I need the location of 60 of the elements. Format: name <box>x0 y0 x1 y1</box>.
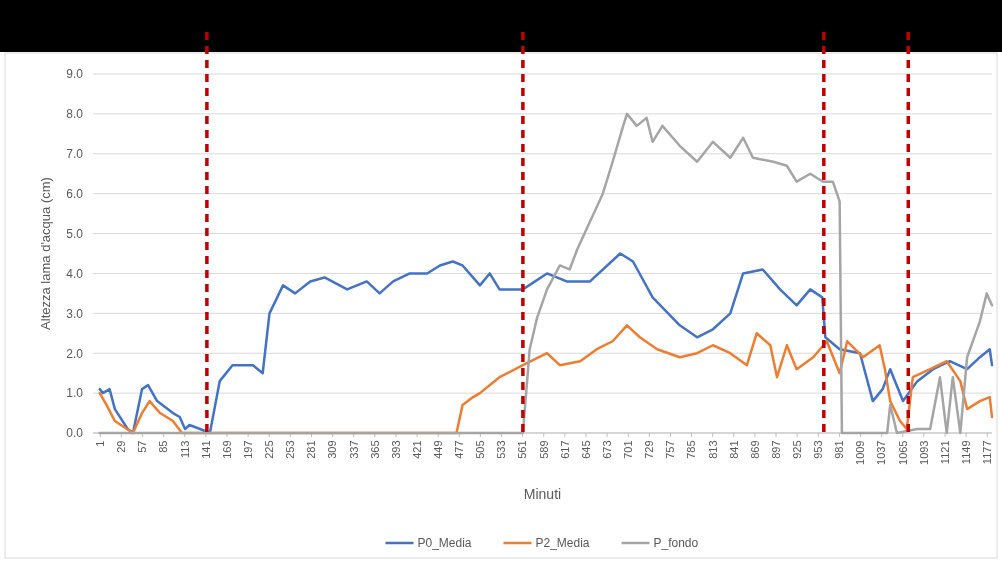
y-tick-label: 9.0 <box>66 67 84 82</box>
x-tick-label: 841 <box>727 440 740 459</box>
y-tick-label: 5.0 <box>66 226 84 241</box>
x-tick-label: 449 <box>432 440 445 459</box>
x-tick-label: 589 <box>537 440 550 459</box>
x-tick-label: 141 <box>199 440 212 459</box>
legend-label: P_fondo <box>653 536 699 550</box>
x-tick-label: 617 <box>558 440 571 459</box>
x-tick-label: 897 <box>769 440 782 459</box>
y-tick-label: 3.0 <box>66 306 84 321</box>
x-tick-label: 533 <box>495 440 508 459</box>
x-tick-label: 1 <box>94 440 107 447</box>
x-tick-label: 169 <box>220 440 233 459</box>
x-tick-label: 1093 <box>917 440 930 465</box>
legend-label: P2_Media <box>535 536 590 550</box>
x-axis-title: Minuti <box>523 486 562 502</box>
line-series <box>98 252 994 435</box>
x-tick-label: 757 <box>664 440 677 459</box>
y-tick-label: 4.0 <box>66 266 84 281</box>
x-tick-label: 337 <box>347 440 360 459</box>
legend-label: P0_Media <box>417 536 472 550</box>
x-tick-label: 393 <box>389 440 402 459</box>
x-tick-label: 421 <box>410 440 423 459</box>
x-tick-label: 701 <box>622 440 635 459</box>
x-tick-label: 1177 <box>981 440 994 465</box>
y-tick-label: 6.0 <box>66 187 84 202</box>
y-tick-label: 0.0 <box>66 426 84 441</box>
x-tick-label: 1009 <box>854 440 867 465</box>
x-tick-label: 281 <box>305 440 318 459</box>
y-tick-label: 7.0 <box>66 147 84 162</box>
x-tick-label: 477 <box>453 440 466 459</box>
line-series <box>98 112 994 435</box>
x-tick-label: 785 <box>685 440 698 459</box>
x-tick-label: 365 <box>368 440 381 459</box>
y-axis-title: Altezza lama d'acqua (cm) <box>38 177 53 330</box>
x-tick-label: 673 <box>600 440 613 459</box>
x-tick-label: 57 <box>136 440 149 453</box>
x-tick-label: 85 <box>157 440 170 453</box>
x-tick-label: 113 <box>178 440 191 459</box>
x-tick-label: 981 <box>833 440 846 459</box>
x-tick-label: 29 <box>115 440 128 453</box>
x-tick-label: 1065 <box>896 440 909 465</box>
x-tick-label: 869 <box>748 440 761 459</box>
x-tick-label: 1037 <box>875 440 888 465</box>
x-tick-label: 253 <box>284 440 297 459</box>
y-tick-label: 2.0 <box>66 346 84 361</box>
y-tick-label: 1.0 <box>66 386 84 401</box>
x-tick-label: 505 <box>474 440 487 459</box>
x-tick-label: 645 <box>579 440 592 459</box>
x-tick-label: 309 <box>326 440 339 459</box>
x-tick-label: 225 <box>263 440 276 459</box>
x-tick-label: 561 <box>516 440 529 459</box>
x-tick-label: 813 <box>706 440 719 459</box>
x-tick-label: 197 <box>241 440 254 459</box>
x-tick-label: 729 <box>643 440 656 459</box>
x-tick-label: 925 <box>791 440 804 459</box>
x-tick-label: 1121 <box>938 440 951 465</box>
x-tick-label: 953 <box>812 440 825 459</box>
y-tick-label: 8.0 <box>66 107 84 122</box>
x-tick-label: 1149 <box>959 440 972 465</box>
